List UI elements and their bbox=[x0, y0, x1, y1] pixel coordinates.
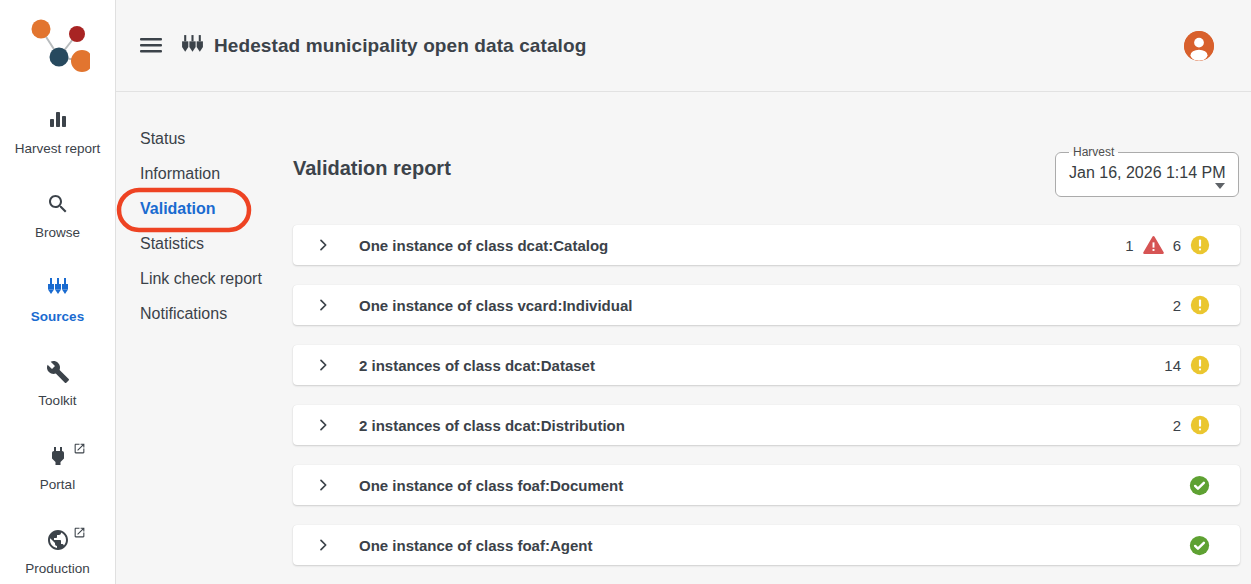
globe-icon bbox=[46, 528, 70, 552]
sidebar-item-label: Sources bbox=[31, 309, 84, 324]
warning-circle-icon bbox=[1190, 355, 1210, 375]
sidebar: Harvest report Browse Sources Toolkit bbox=[0, 0, 116, 584]
success-check-icon bbox=[1189, 535, 1210, 556]
account-circle-icon[interactable] bbox=[1184, 31, 1214, 61]
sliders-icon bbox=[180, 33, 205, 58]
sidebar-item-label: Browse bbox=[35, 225, 80, 240]
subnav-item-validation[interactable]: Validation bbox=[140, 198, 266, 220]
row-label: 2 instances of class dcat:Dataset bbox=[359, 357, 595, 374]
validation-row-dcat-distribution[interactable]: 2 instances of class dcat:Distribution 2 bbox=[293, 405, 1240, 445]
sidebar-item-production[interactable]: Production bbox=[0, 510, 115, 584]
external-link-icon bbox=[73, 525, 86, 543]
chevron-right-icon[interactable] bbox=[315, 537, 331, 553]
validation-row-dcat-dataset[interactable]: 2 instances of class dcat:Dataset 14 bbox=[293, 345, 1240, 385]
warning-circle-icon bbox=[1190, 415, 1210, 435]
harvest-select-dropdown[interactable]: Harvest Jan 16, 2026 1:14 PM bbox=[1055, 145, 1239, 197]
chevron-right-icon[interactable] bbox=[315, 357, 331, 373]
row-badges: 14 bbox=[1164, 355, 1210, 375]
chevron-right-icon[interactable] bbox=[315, 297, 331, 313]
network-graph-logo bbox=[26, 16, 90, 74]
validation-row-foaf-agent[interactable]: One instance of class foaf:Agent bbox=[293, 525, 1240, 565]
validation-row-vcard-individual[interactable]: One instance of class vcard:Individual 2 bbox=[293, 285, 1240, 325]
sidebar-item-label: Harvest report bbox=[15, 141, 101, 156]
sliders-icon bbox=[46, 276, 70, 300]
success-check-icon bbox=[1189, 475, 1210, 496]
subnav-item-information[interactable]: Information bbox=[140, 163, 266, 185]
harvest-select-label: Harvest bbox=[1069, 145, 1118, 159]
row-label: One instance of class vcard:Individual bbox=[359, 297, 632, 314]
row-badges: 2 bbox=[1173, 295, 1210, 315]
row-badges: 1 6 bbox=[1125, 235, 1210, 255]
harvest-select-value: Jan 16, 2026 1:14 PM bbox=[1069, 164, 1238, 182]
row-badges: 2 bbox=[1173, 415, 1210, 435]
app-title: Hedestad municipality open data catalog bbox=[214, 35, 586, 57]
warning-circle-icon bbox=[1190, 235, 1210, 255]
sidebar-item-portal[interactable]: Portal bbox=[0, 426, 115, 510]
warning-count: 2 bbox=[1173, 297, 1181, 314]
sidebar-item-label: Toolkit bbox=[38, 393, 76, 408]
sidebar-item-browse[interactable]: Browse bbox=[0, 174, 115, 258]
external-link-icon bbox=[73, 441, 86, 459]
row-badges bbox=[1189, 535, 1210, 556]
row-label: One instance of class foaf:Document bbox=[359, 477, 623, 494]
bar-chart-icon bbox=[46, 108, 70, 132]
validation-row-list: One instance of class dcat:Catalog 1 6 bbox=[293, 225, 1240, 584]
validation-row-dcat-catalog[interactable]: One instance of class dcat:Catalog 1 6 bbox=[293, 225, 1240, 265]
row-label: One instance of class dcat:Catalog bbox=[359, 237, 608, 254]
warning-circle-icon bbox=[1190, 295, 1210, 315]
hamburger-menu-icon[interactable] bbox=[138, 33, 164, 59]
warning-count: 6 bbox=[1173, 237, 1181, 254]
report-subnav: Status Information Validation Statistics… bbox=[140, 128, 266, 338]
warning-count: 2 bbox=[1173, 417, 1181, 434]
chevron-right-icon[interactable] bbox=[315, 477, 331, 493]
subnav-item-notifications[interactable]: Notifications bbox=[140, 303, 266, 325]
chevron-down-icon bbox=[1215, 183, 1225, 189]
wrench-icon bbox=[46, 360, 70, 384]
row-badges bbox=[1189, 475, 1210, 496]
sidebar-item-toolkit[interactable]: Toolkit bbox=[0, 342, 115, 426]
sidebar-item-harvest-report[interactable]: Harvest report bbox=[0, 90, 115, 174]
search-icon bbox=[46, 192, 70, 216]
validation-row-foaf-document[interactable]: One instance of class foaf:Document bbox=[293, 465, 1240, 505]
plug-icon bbox=[46, 444, 70, 468]
subnav-item-statistics[interactable]: Statistics bbox=[140, 233, 266, 255]
sidebar-item-sources[interactable]: Sources bbox=[0, 258, 115, 342]
warning-count: 14 bbox=[1164, 357, 1181, 374]
sidebar-item-label: Production bbox=[25, 561, 90, 576]
chevron-right-icon[interactable] bbox=[315, 237, 331, 253]
app-logo bbox=[0, 0, 115, 90]
top-header: Hedestad municipality open data catalog bbox=[116, 0, 1251, 92]
sidebar-item-label: Portal bbox=[40, 477, 75, 492]
chevron-right-icon[interactable] bbox=[315, 417, 331, 433]
error-count: 1 bbox=[1125, 237, 1133, 254]
subnav-item-status[interactable]: Status bbox=[140, 128, 266, 150]
subnav-item-link-check-report[interactable]: Link check report bbox=[140, 268, 266, 290]
error-triangle-icon bbox=[1143, 235, 1164, 255]
page-title: Validation report bbox=[293, 157, 451, 180]
row-label: One instance of class foaf:Agent bbox=[359, 537, 592, 554]
row-label: 2 instances of class dcat:Distribution bbox=[359, 417, 625, 434]
